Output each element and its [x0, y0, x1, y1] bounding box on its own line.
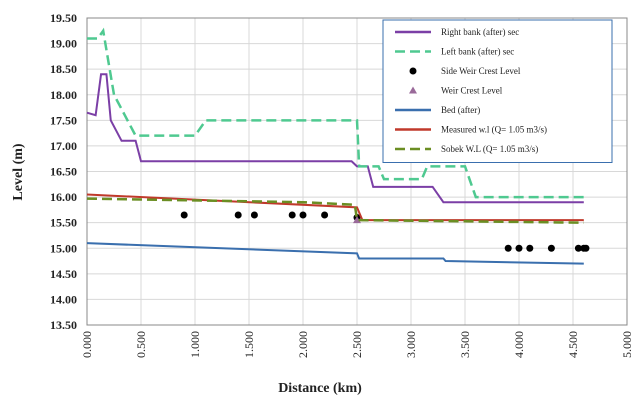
x-tick-label: 5.000: [620, 331, 634, 358]
point: [250, 211, 258, 219]
legend-label: Sobek W.L (Q= 1.05 m3/s): [441, 144, 538, 154]
y-tick-label: 16.00: [50, 190, 77, 204]
point: [582, 244, 590, 252]
legend-label: Weir Crest Level: [441, 86, 503, 96]
y-tick-label: 16.50: [50, 165, 77, 179]
y-tick-label: 15.50: [50, 216, 77, 230]
x-tick-label: 4.500: [566, 331, 580, 358]
legend-label: Measured w.l (Q= 1.05 m3/s): [441, 125, 547, 135]
x-tick-label: 2.500: [350, 331, 364, 358]
x-axis-label: Distance (km): [278, 381, 362, 396]
series-line: [86, 242, 584, 265]
x-tick-label: 3.000: [404, 331, 418, 358]
point: [504, 244, 512, 252]
y-tick-label: 17.50: [50, 113, 77, 127]
legend-box: [382, 19, 613, 163]
point: [180, 211, 188, 219]
point: [515, 244, 523, 252]
legend-label: Left bank (after) sec: [441, 47, 514, 57]
series-line: [87, 27, 584, 199]
y-tick-label: 14.50: [50, 267, 77, 281]
x-tick-label: 1.500: [242, 331, 256, 358]
x-tick-label: 3.500: [458, 331, 472, 358]
x-tick-label: 4.000: [512, 331, 526, 358]
point: [299, 211, 307, 219]
point: [321, 211, 329, 219]
x-tick-label: 2.000: [296, 331, 310, 358]
legend-label: Bed (after): [441, 105, 480, 115]
legend-marker: [409, 67, 417, 75]
x-tick-label: 0.000: [80, 331, 94, 358]
point: [547, 244, 555, 252]
x-tick-label: 1.000: [188, 331, 202, 358]
x-tick-label: 0.500: [134, 331, 148, 358]
point: [574, 244, 582, 252]
y-tick-label: 19.50: [50, 11, 77, 25]
y-tick-label: 17.00: [50, 139, 77, 153]
legend-label: Side Weir Crest Level: [441, 66, 521, 76]
point: [234, 211, 242, 219]
point: [526, 244, 534, 252]
y-tick-label: 14.00: [50, 292, 77, 306]
y-axis-label: Level (m): [11, 143, 26, 200]
series-line: [86, 197, 584, 224]
series-line: [86, 73, 584, 204]
y-tick-label: 15.00: [50, 241, 77, 255]
point: [288, 211, 296, 219]
y-tick-label: 13.50: [50, 318, 77, 332]
y-tick-label: 18.00: [50, 88, 77, 102]
y-tick-label: 18.50: [50, 62, 77, 76]
legend-label: Right bank (after) sec: [441, 27, 519, 37]
plot-frame: [86, 17, 628, 326]
y-tick-label: 19.00: [50, 37, 77, 51]
legend-marker: [409, 86, 417, 94]
